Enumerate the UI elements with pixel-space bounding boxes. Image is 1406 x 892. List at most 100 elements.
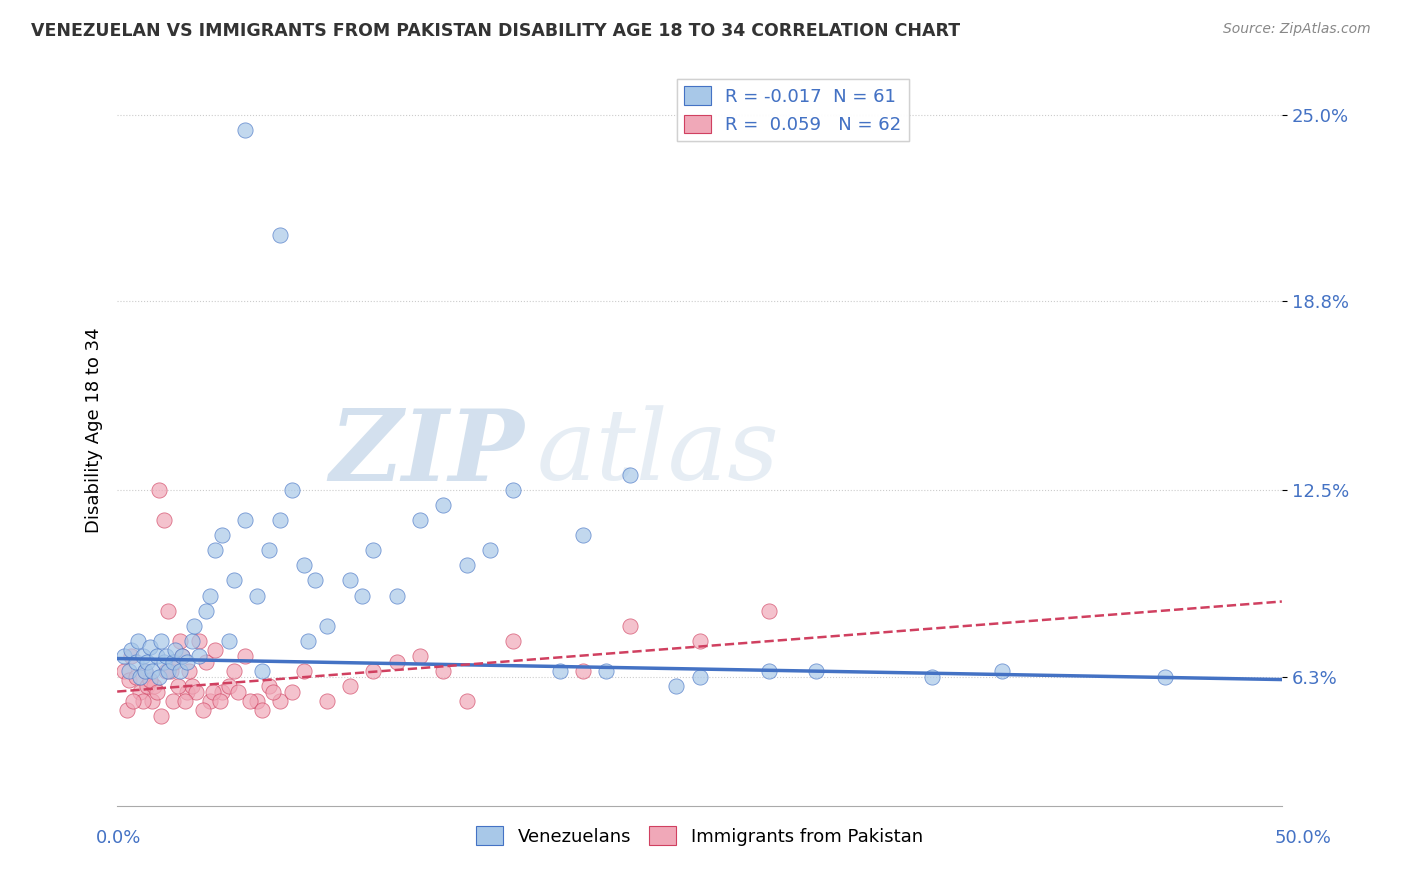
Point	[155, 664, 177, 678]
Point	[132, 648, 155, 663]
Point	[385, 655, 408, 669]
Point	[162, 693, 184, 707]
Point	[595, 664, 617, 678]
Point	[250, 664, 273, 678]
Point	[148, 483, 170, 498]
Point	[211, 684, 233, 698]
Point	[222, 664, 245, 678]
Text: 0.0%: 0.0%	[96, 829, 141, 847]
Point	[118, 673, 141, 687]
Y-axis label: Disability Age 18 to 34: Disability Age 18 to 34	[86, 327, 103, 533]
Point	[304, 574, 326, 588]
Point	[502, 483, 524, 498]
Point	[246, 693, 269, 707]
Point	[159, 664, 181, 678]
Point	[152, 513, 174, 527]
Point	[200, 693, 222, 707]
Point	[115, 702, 138, 716]
Point	[222, 574, 245, 588]
Point	[139, 673, 162, 687]
Text: ZIP: ZIP	[330, 405, 524, 501]
Point	[132, 693, 155, 707]
Point	[176, 684, 198, 698]
Point	[619, 618, 641, 632]
Point	[572, 664, 595, 678]
Point	[165, 655, 187, 669]
Point	[150, 708, 173, 723]
Point	[136, 679, 159, 693]
Point	[150, 633, 173, 648]
Point	[157, 603, 180, 617]
Point	[350, 589, 373, 603]
Point	[112, 648, 135, 663]
Point	[194, 603, 217, 617]
Point	[122, 693, 145, 707]
Point	[169, 633, 191, 648]
Point	[804, 664, 827, 678]
Point	[193, 702, 215, 716]
Point	[118, 664, 141, 678]
Point	[409, 513, 432, 527]
Point	[152, 655, 174, 669]
Point	[572, 528, 595, 542]
Point	[176, 655, 198, 669]
Point	[233, 648, 256, 663]
Point	[180, 679, 202, 693]
Point	[281, 483, 304, 498]
Point	[162, 655, 184, 669]
Point	[179, 664, 201, 678]
Point	[233, 513, 256, 527]
Point	[166, 679, 188, 693]
Point	[141, 664, 163, 678]
Point	[187, 633, 209, 648]
Legend: R = -0.017  N = 61, R =  0.059   N = 62: R = -0.017 N = 61, R = 0.059 N = 62	[676, 79, 908, 141]
Text: Source: ZipAtlas.com: Source: ZipAtlas.com	[1223, 22, 1371, 37]
Point	[120, 648, 142, 663]
Point	[385, 589, 408, 603]
Point	[548, 664, 571, 678]
Point	[148, 669, 170, 683]
Point	[125, 669, 148, 683]
Point	[246, 589, 269, 603]
Point	[297, 633, 319, 648]
Point	[250, 702, 273, 716]
Point	[233, 123, 256, 137]
Point	[281, 684, 304, 698]
Point	[136, 655, 159, 669]
Point	[180, 633, 202, 648]
Point	[409, 648, 432, 663]
Point	[315, 693, 337, 707]
Point	[456, 558, 478, 573]
Point	[194, 655, 217, 669]
Point	[269, 228, 291, 243]
Point	[269, 693, 291, 707]
Point	[125, 655, 148, 669]
Point	[363, 664, 385, 678]
Point	[665, 679, 688, 693]
Point	[211, 528, 233, 542]
Point	[226, 684, 249, 698]
Text: atlas: atlas	[537, 405, 779, 500]
Point	[129, 669, 152, 683]
Point	[269, 513, 291, 527]
Point	[218, 679, 240, 693]
Point	[239, 693, 262, 707]
Point	[187, 648, 209, 663]
Point	[201, 684, 224, 698]
Point	[257, 679, 280, 693]
Point	[204, 642, 226, 657]
Point	[141, 693, 163, 707]
Point	[208, 693, 231, 707]
Text: 50.0%: 50.0%	[1275, 829, 1331, 847]
Point	[339, 679, 361, 693]
Point	[139, 640, 162, 654]
Point	[155, 648, 177, 663]
Point	[292, 558, 315, 573]
Point	[173, 693, 195, 707]
Point	[112, 664, 135, 678]
Point	[204, 543, 226, 558]
Point	[432, 499, 454, 513]
Point	[292, 664, 315, 678]
Point	[432, 664, 454, 678]
Point	[186, 684, 208, 698]
